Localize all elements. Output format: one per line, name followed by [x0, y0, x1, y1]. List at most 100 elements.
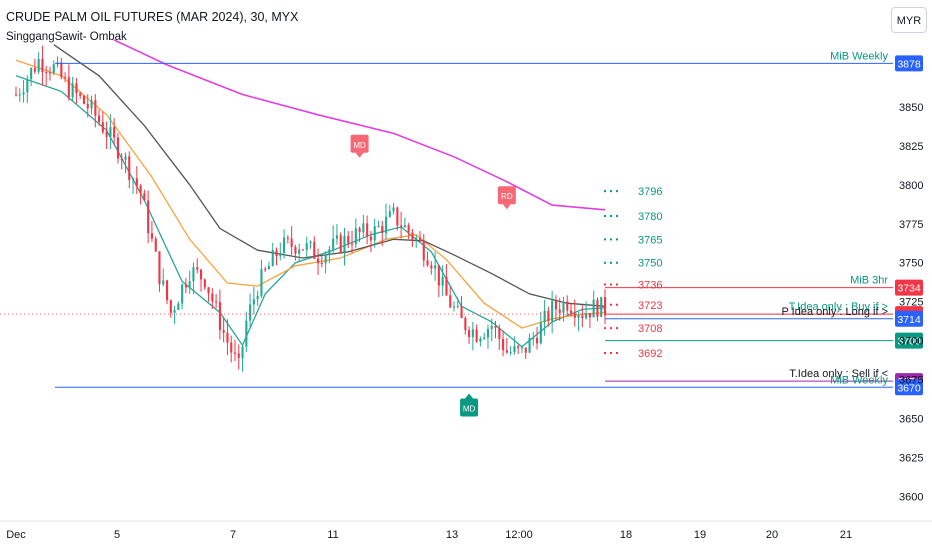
candle: [52, 60, 55, 76]
candle-body: [203, 279, 206, 288]
signal-marker-rd[interactable]: RD: [497, 186, 516, 210]
candle-body: [313, 241, 316, 259]
candle: [547, 306, 550, 327]
candle-body: [385, 216, 388, 234]
candle-body: [570, 310, 573, 314]
candle: [120, 153, 123, 170]
target-label: 3765: [638, 234, 662, 246]
price-tag: 3670: [895, 379, 923, 396]
candle-body: [173, 310, 176, 313]
price-tag-label: 3734: [897, 283, 921, 295]
candle-body: [169, 300, 172, 313]
candle-body: [188, 281, 191, 288]
candle-body: [520, 347, 523, 349]
candle: [494, 320, 497, 339]
target-label: 3692: [638, 348, 662, 360]
candle-body: [517, 346, 520, 348]
candle: [419, 230, 422, 243]
candle: [347, 231, 350, 249]
candle-body: [37, 58, 40, 72]
candle-body: [271, 250, 274, 266]
x-tick-label: Dec: [6, 529, 26, 541]
level-label: P Idea only : Long if >: [781, 306, 888, 318]
candle: [524, 347, 527, 359]
chart-title: CRUDE PALM OIL FUTURES (MAR 2024), 30, M…: [6, 10, 299, 24]
y-tick-label: 3775: [899, 219, 923, 231]
candle-body: [18, 94, 21, 96]
signal-marker-md[interactable]: MD: [350, 134, 369, 158]
price-tag-label: 3670: [897, 382, 921, 394]
candle-body: [351, 243, 354, 245]
y-tick-label: 3825: [899, 141, 923, 153]
candle: [200, 268, 203, 292]
candle: [286, 235, 289, 244]
candle: [75, 77, 78, 104]
price-tag-label: 3700: [897, 336, 921, 348]
candle: [460, 295, 463, 319]
candle: [18, 88, 21, 102]
candle-body: [150, 233, 153, 239]
candle-body: [317, 258, 320, 264]
candle-body: [33, 68, 36, 72]
x-tick-label: 19: [694, 529, 706, 541]
candle-body: [237, 353, 240, 358]
candle-body: [588, 313, 591, 318]
x-tick-label: 5: [114, 529, 120, 541]
candle-body: [471, 329, 474, 337]
currency-button[interactable]: MYR: [891, 7, 927, 33]
candle-body: [67, 77, 70, 98]
candle-body: [309, 241, 312, 244]
candle: [577, 311, 580, 332]
candle: [98, 109, 101, 126]
candle: [434, 251, 437, 281]
candle-body: [90, 100, 93, 109]
candle-body: [124, 156, 127, 160]
signal-marker-md[interactable]: MD: [460, 393, 479, 417]
candle: [173, 305, 176, 324]
candle-body: [30, 68, 33, 80]
candle-body: [52, 64, 55, 73]
level-label: MiB Weekly: [830, 50, 888, 62]
y-tick-label: 3725: [899, 297, 923, 309]
candle: [441, 264, 444, 297]
candle: [139, 184, 142, 205]
candle: [373, 218, 376, 248]
candle-body: [369, 236, 372, 241]
candle-body: [483, 337, 486, 339]
candle-body: [464, 317, 467, 331]
candle: [415, 234, 418, 248]
candle-body: [434, 265, 437, 269]
candle: [256, 290, 259, 306]
candle: [218, 289, 221, 340]
candle-body: [98, 115, 101, 122]
candle: [283, 229, 286, 259]
candle-body: [532, 337, 535, 339]
marker-label: MD: [353, 141, 366, 150]
candle-body: [234, 352, 237, 354]
candle: [211, 288, 214, 309]
candle: [570, 303, 573, 317]
candle-body: [411, 232, 414, 240]
candle: [33, 58, 36, 74]
x-tick-label: 7: [230, 529, 236, 541]
x-tick-label: 12:00: [505, 529, 533, 541]
candle: [411, 228, 414, 247]
candle: [309, 240, 312, 249]
candle: [554, 295, 557, 321]
marker-pointer: [502, 204, 511, 210]
candle-body: [241, 346, 244, 358]
candle-body: [486, 328, 489, 338]
candle-body: [456, 305, 459, 307]
candle: [37, 52, 40, 75]
candle: [252, 286, 255, 315]
price-tag-bg: [895, 379, 923, 396]
candle: [339, 232, 342, 254]
candle-body: [339, 235, 342, 252]
candle-body: [407, 225, 410, 233]
y-tick-label: 3625: [899, 452, 923, 464]
candle-body: [71, 83, 74, 98]
candle: [528, 333, 531, 354]
candle-body: [494, 325, 497, 328]
candle: [498, 324, 501, 350]
